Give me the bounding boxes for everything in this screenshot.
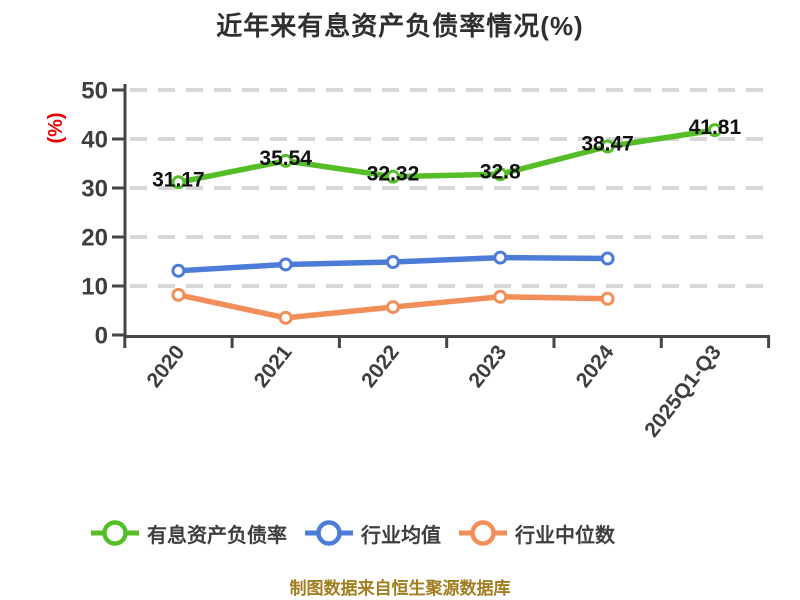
legend-item-debt-ratio: 有息资产负债率: [90, 518, 287, 548]
data-point: [171, 263, 186, 278]
data-point-label: 31.17: [152, 168, 205, 191]
legend-item-industry-median: 行业中位数: [458, 518, 615, 548]
data-point: [171, 287, 186, 302]
data-point: [171, 175, 186, 190]
y-axis-unit-label: (%): [45, 112, 67, 143]
data-point: [386, 169, 400, 184]
data-point: [278, 257, 293, 272]
data-point: [493, 250, 508, 265]
y-tick-label: 30: [81, 176, 108, 203]
data-point: [600, 251, 615, 266]
y-tick-label: 10: [81, 274, 108, 301]
data-point-label: 32.32: [367, 163, 420, 186]
data-point: [493, 167, 508, 182]
x-tick-label: 2023: [464, 341, 511, 392]
data-point: [386, 254, 400, 269]
x-tick-label: 2025Q1-Q3: [640, 341, 726, 442]
data-point: [493, 289, 508, 304]
data-point-label: 38.47: [581, 132, 634, 155]
y-tick-label: 50: [81, 78, 108, 105]
data-source-caption: 制图数据来自恒生聚源数据库: [289, 579, 511, 598]
y-tick-label: 40: [81, 127, 108, 154]
data-point-label: 32.8: [480, 160, 521, 183]
legend-label-industry-mean: 行业均值: [361, 524, 441, 547]
x-tick-label: 2020: [142, 341, 189, 392]
legend-label-debt-ratio: 有息资产负债率: [147, 524, 287, 547]
data-point: [278, 153, 293, 168]
line-marker-icon: [91, 520, 139, 546]
data-point: [386, 300, 400, 315]
y-tick-label: 20: [81, 225, 108, 252]
legend: 有息资产负债率 行业均值 行业中位数: [90, 518, 615, 548]
legend-label-industry-median: 行业中位数: [515, 524, 615, 547]
x-tick-label: 2022: [357, 341, 404, 392]
y-tick-label: 0: [95, 323, 108, 350]
x-tick-label: 2024: [572, 341, 619, 392]
series-line-0: [175, 127, 718, 186]
data-point: [600, 139, 615, 154]
legend-item-industry-mean: 行业均值: [304, 518, 441, 548]
chart-title: 近年来有息资产负债率情况(%): [216, 11, 584, 41]
data-point-label: 35.54: [259, 147, 312, 170]
chart-plot: 0 10 20 30 40 50 2020 2021 2022 2023 2024 2025Q1-Q3…: [45, 78, 771, 442]
x-tick-label: 2021: [250, 341, 297, 392]
line-marker-icon: [459, 520, 507, 546]
data-point-label: 41.81: [689, 116, 742, 139]
data-point: [600, 291, 615, 306]
line-marker-icon: [305, 520, 353, 546]
data-point: [707, 123, 722, 138]
data-point: [278, 310, 293, 325]
